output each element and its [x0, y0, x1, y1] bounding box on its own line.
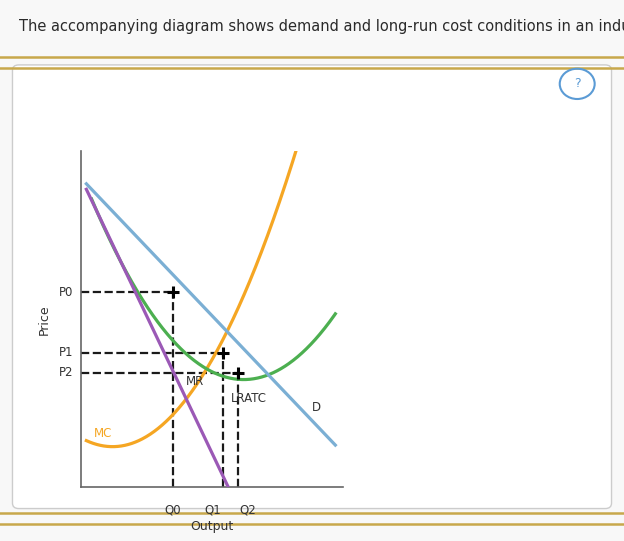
FancyBboxPatch shape	[12, 65, 612, 509]
Text: LRATC: LRATC	[230, 392, 266, 405]
Text: P2: P2	[59, 366, 73, 379]
Text: Output: Output	[190, 520, 234, 533]
Text: Q1: Q1	[205, 504, 222, 517]
Text: P1: P1	[59, 346, 73, 359]
Text: Q0: Q0	[165, 504, 181, 517]
Text: MC: MC	[94, 427, 112, 440]
Text: MR: MR	[186, 375, 204, 388]
Text: D: D	[312, 401, 321, 414]
Text: Q2: Q2	[240, 504, 256, 517]
Text: ?: ?	[574, 77, 580, 90]
Text: P0: P0	[59, 286, 73, 299]
Text: Price: Price	[38, 304, 51, 334]
Text: The accompanying diagram shows demand and long-run cost conditions in an industr: The accompanying diagram shows demand an…	[19, 19, 624, 34]
